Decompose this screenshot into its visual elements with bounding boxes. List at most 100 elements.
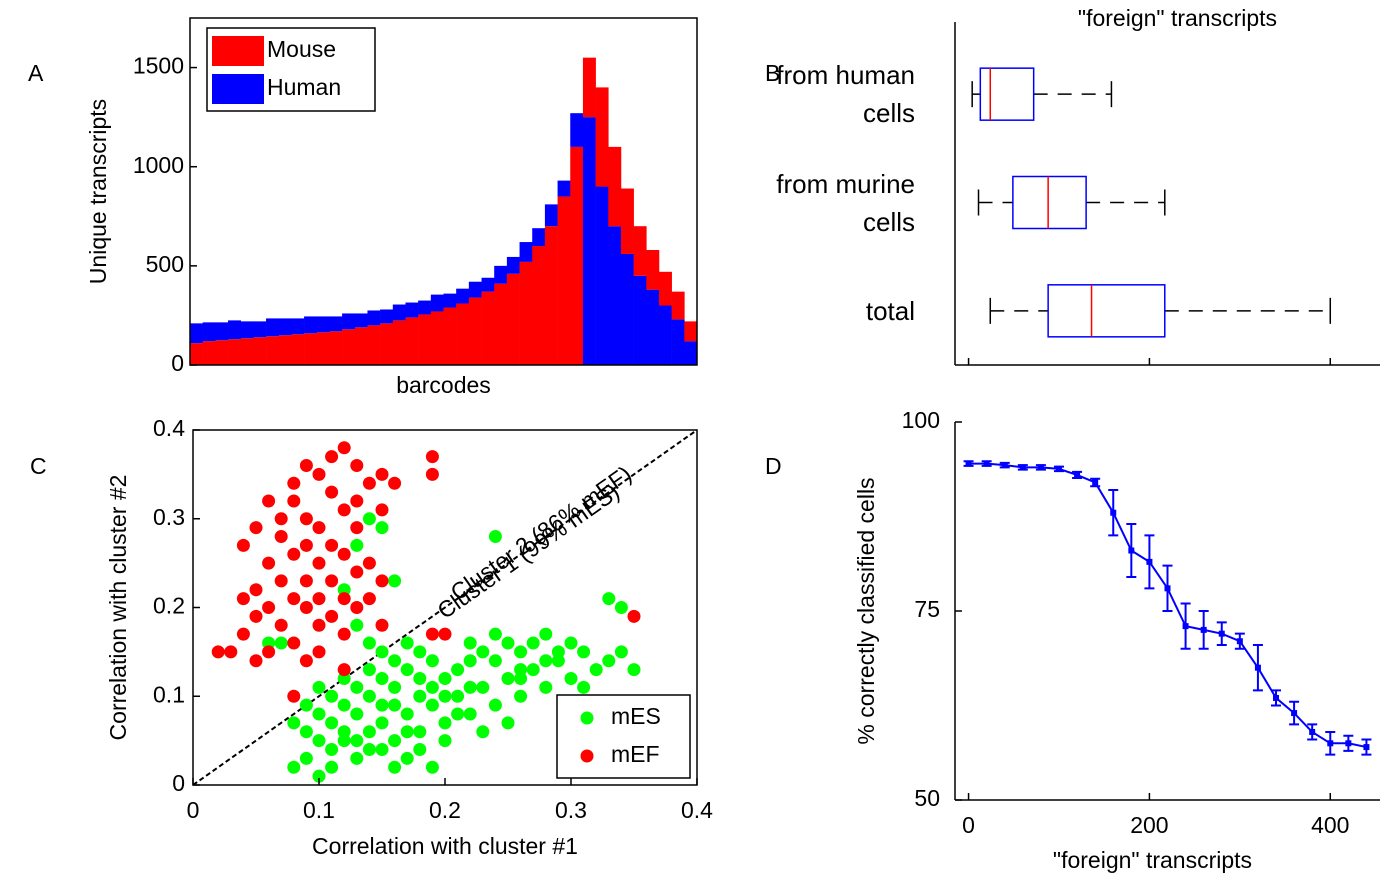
point <box>337 592 351 606</box>
marker <box>1019 464 1026 471</box>
point <box>400 636 414 650</box>
point <box>438 627 452 641</box>
bar <box>190 343 203 365</box>
marker <box>1110 509 1117 516</box>
point <box>262 556 276 570</box>
legend-label: mES <box>611 703 661 729</box>
marker <box>1164 585 1171 592</box>
x-axis-label: barcodes <box>396 372 491 398</box>
legend-swatch <box>212 74 264 104</box>
bar <box>481 277 495 292</box>
point <box>451 707 465 721</box>
point <box>438 716 452 730</box>
bar <box>329 316 343 332</box>
bar <box>532 228 546 247</box>
point <box>463 707 477 721</box>
bar <box>228 339 241 365</box>
point <box>362 636 376 650</box>
marker <box>1327 740 1334 747</box>
point <box>350 680 364 694</box>
point <box>627 609 641 623</box>
diagonal <box>192 429 698 786</box>
point <box>350 494 364 508</box>
category-text: from human cells <box>776 60 915 129</box>
point <box>438 734 452 748</box>
point <box>287 592 301 606</box>
bar <box>570 146 584 365</box>
y-axis-label: % correctly classified cells <box>853 477 879 744</box>
point <box>362 592 376 606</box>
x-axis-label: Correlation with cluster #1 <box>312 833 578 859</box>
bar <box>468 281 482 298</box>
marker <box>1363 744 1370 751</box>
panel-label: D <box>765 453 782 479</box>
bar <box>418 314 432 365</box>
point <box>350 459 364 472</box>
point <box>337 725 351 739</box>
point <box>413 689 427 703</box>
point <box>299 725 313 739</box>
point <box>287 760 301 774</box>
bar <box>608 146 622 227</box>
bar <box>240 321 254 339</box>
point <box>350 751 364 765</box>
x-tick-label: 0.3 <box>555 797 587 823</box>
point <box>312 556 326 570</box>
point <box>425 760 439 774</box>
x-tick-label: 0.4 <box>681 797 713 823</box>
point <box>577 645 591 659</box>
marker <box>965 460 972 467</box>
bar <box>570 113 584 147</box>
legend-marker <box>580 711 594 725</box>
point <box>400 751 414 765</box>
annotation: Cluster 1 (99% mES) <box>432 478 624 624</box>
bar <box>405 302 419 318</box>
point <box>388 698 402 712</box>
point <box>312 734 326 748</box>
point <box>425 467 439 481</box>
point <box>325 485 339 499</box>
x-tick-label: 0 <box>962 812 975 838</box>
box <box>1012 175 1087 230</box>
x-tick-label: 0.2 <box>429 797 461 823</box>
bar <box>506 273 520 365</box>
point <box>388 476 402 490</box>
point <box>325 689 339 703</box>
marker <box>1001 462 1008 469</box>
point <box>262 601 276 614</box>
point <box>362 512 376 526</box>
point <box>312 618 326 632</box>
bar <box>253 321 267 338</box>
bar <box>456 288 470 304</box>
legend-marker <box>580 749 594 763</box>
bar <box>544 204 558 227</box>
y-tick-label: 75 <box>914 596 940 622</box>
point <box>413 743 427 756</box>
category-text: from murine cells <box>776 168 915 237</box>
x-tick-label: 400 <box>1311 812 1349 838</box>
point <box>337 503 351 517</box>
point <box>350 707 364 721</box>
bar <box>557 196 571 365</box>
point <box>438 672 452 685</box>
point <box>325 609 339 623</box>
legend-label: mEF <box>611 741 660 767</box>
y-tick-label: 0.3 <box>153 504 185 530</box>
point <box>501 636 515 650</box>
x-tick-label: 200 <box>1130 812 1168 838</box>
y-tick-label: 500 <box>146 251 184 277</box>
point <box>236 538 250 552</box>
bar <box>430 311 444 365</box>
point <box>375 645 389 659</box>
point <box>350 601 364 614</box>
bar <box>620 188 634 254</box>
point <box>287 716 301 730</box>
bar <box>443 307 457 365</box>
point <box>325 760 339 774</box>
legend <box>556 694 691 779</box>
point <box>488 654 502 668</box>
point <box>425 450 439 464</box>
point <box>262 494 276 508</box>
point <box>337 441 351 455</box>
